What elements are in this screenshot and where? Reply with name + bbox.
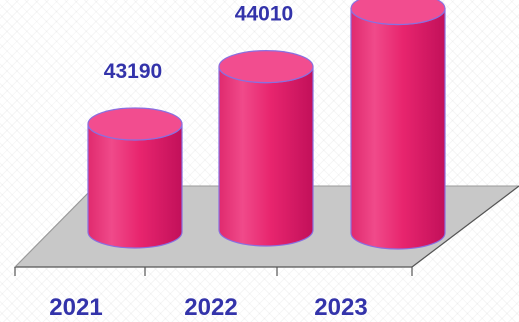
category-label-2021: 2021 <box>49 294 102 321</box>
bar-top <box>87 107 183 141</box>
category-label-2022: 2022 <box>184 294 237 321</box>
bar-top <box>218 49 314 84</box>
bar-body <box>350 8 446 250</box>
value-label-2021: 43190 <box>104 60 162 83</box>
floor-right-edge <box>411 185 519 268</box>
bar-body <box>218 66 314 247</box>
value-label-2022: 44010 <box>235 3 293 26</box>
bar-top <box>350 0 446 26</box>
category-label-2023: 2023 <box>314 294 367 321</box>
bar-2021 <box>87 107 183 249</box>
floor-left-edge <box>14 185 96 268</box>
bar-2023 <box>350 0 446 250</box>
bar-2022 <box>218 49 314 247</box>
bar-body <box>87 123 183 249</box>
